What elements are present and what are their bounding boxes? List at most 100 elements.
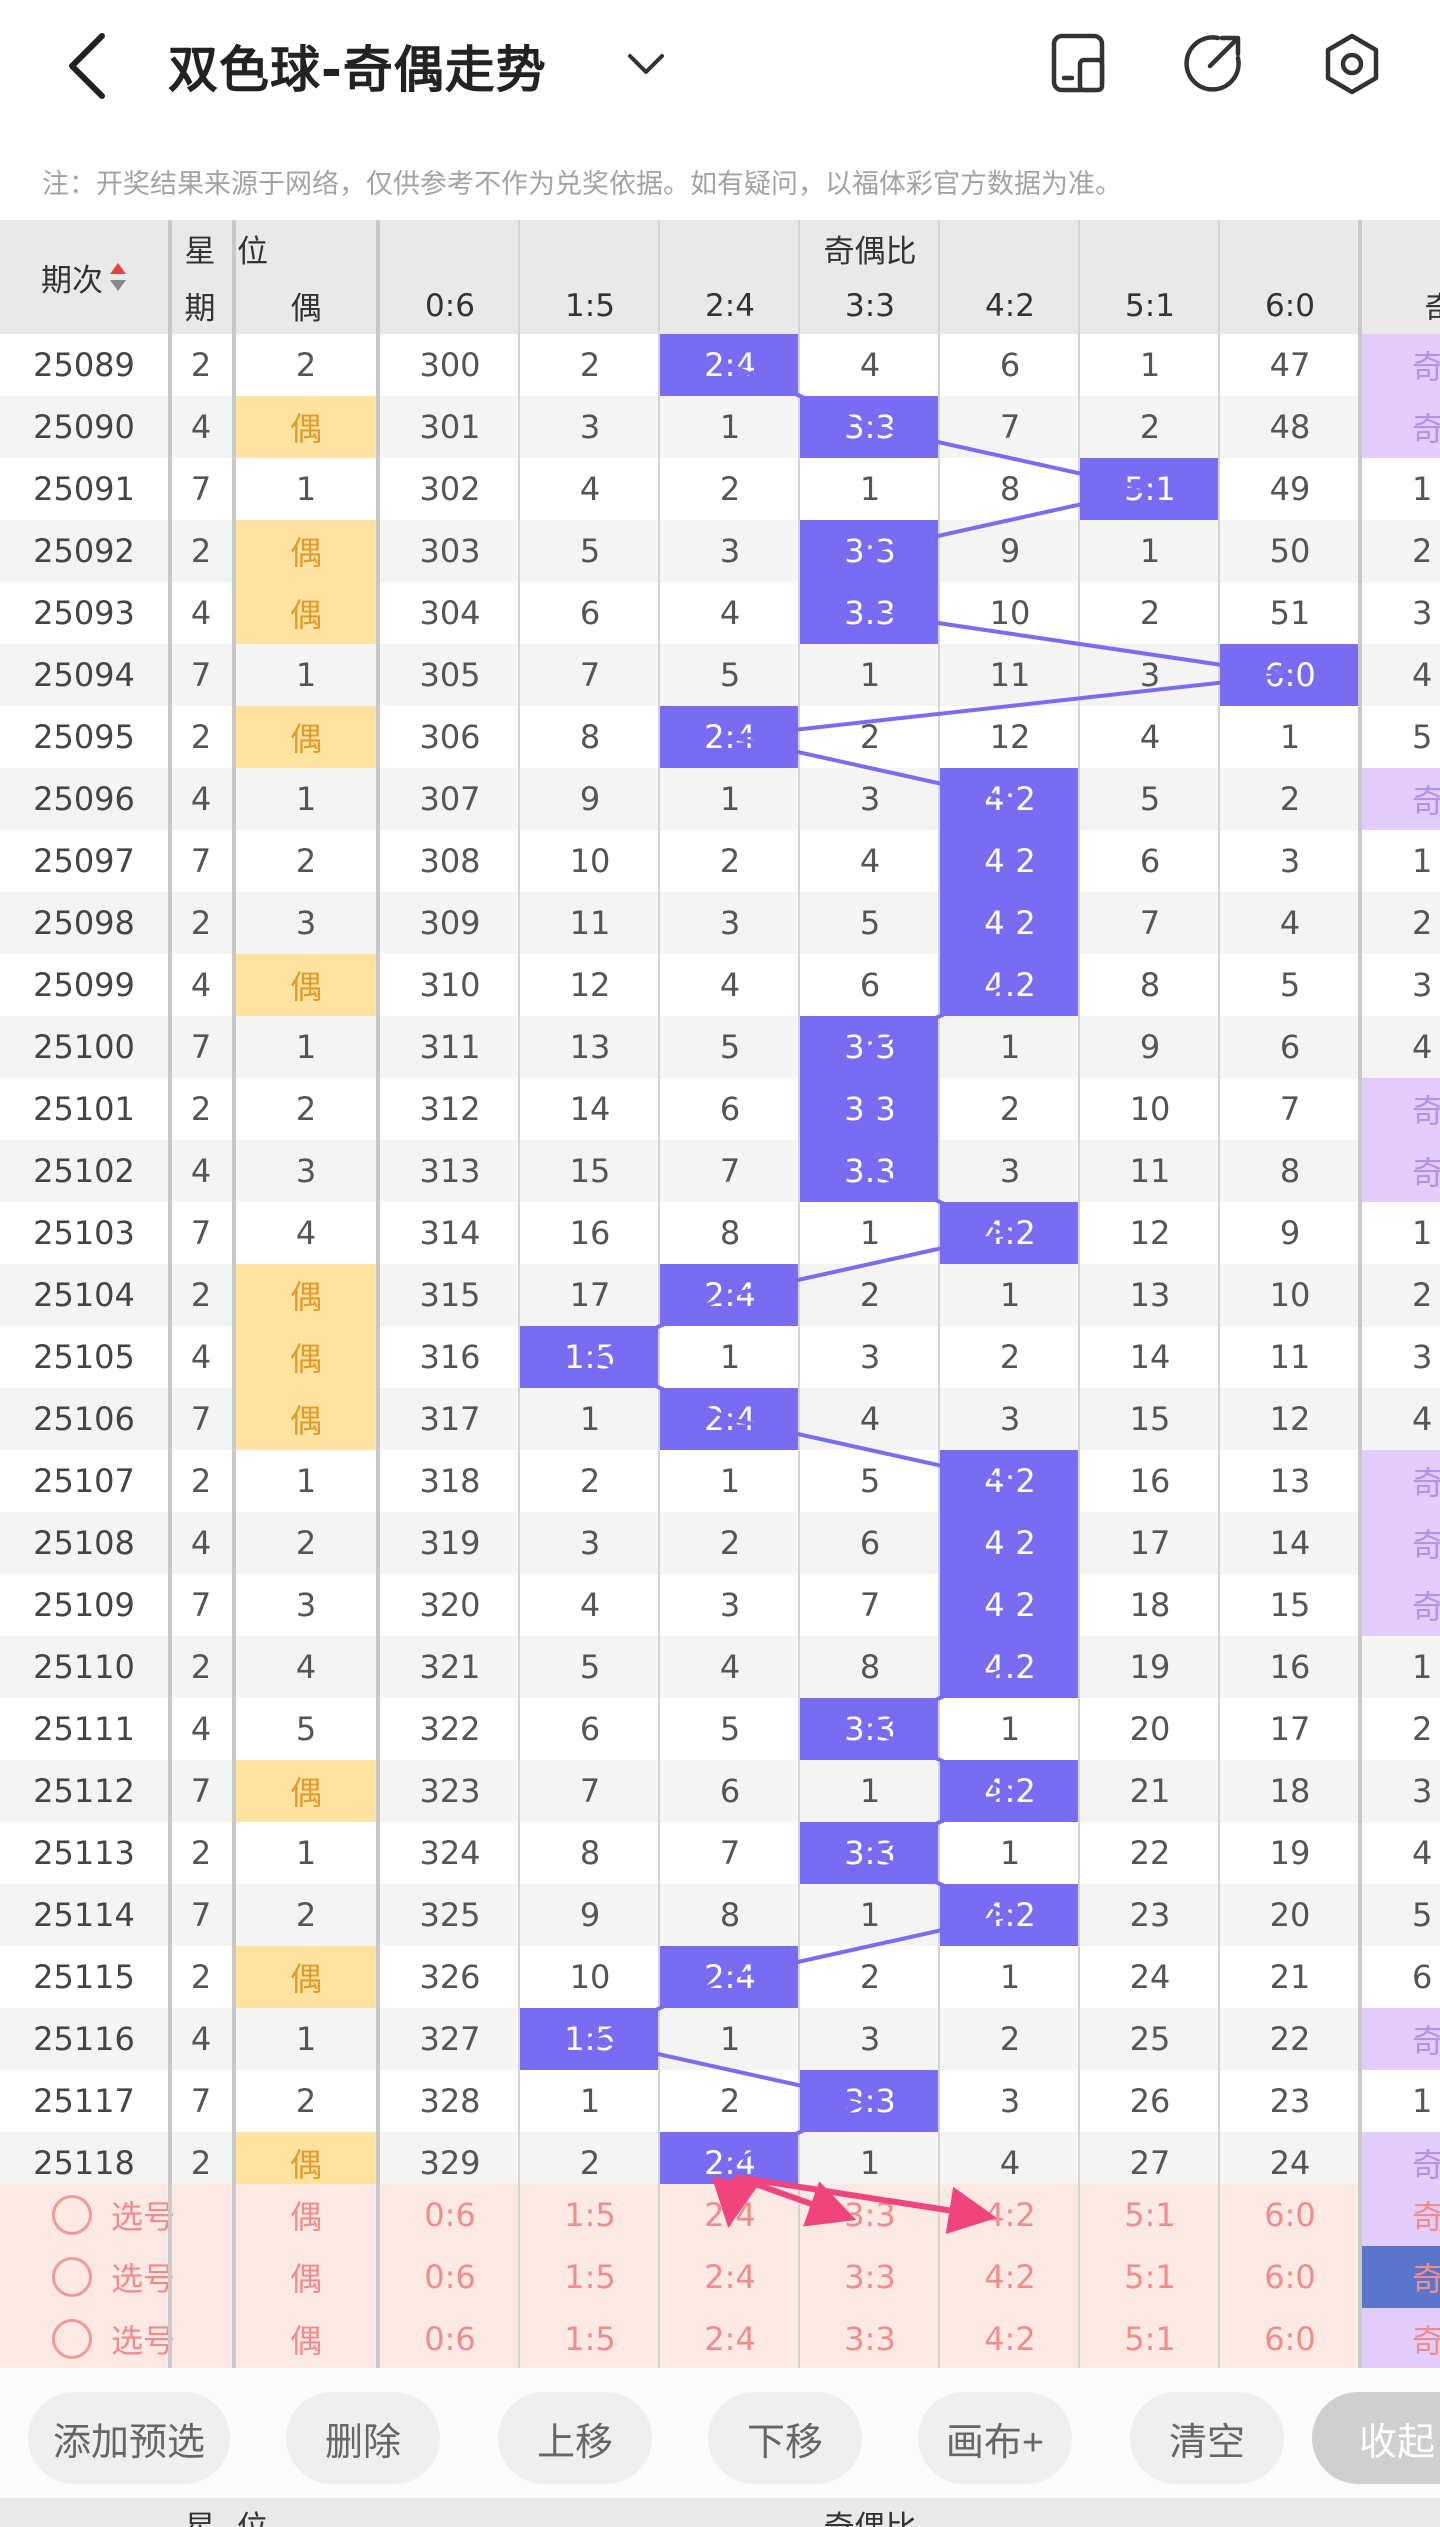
select-ratio[interactable]: 1:5 [564, 2196, 616, 2234]
ratio-cell: 3 [579, 408, 601, 446]
table-row[interactable] [0, 2070, 1440, 2132]
ratio-cell: 9 [1139, 1028, 1161, 1066]
ratio-cell: 5 [579, 1648, 601, 1686]
ratio-cell: 323 [419, 1772, 481, 1810]
move-up-button[interactable]: 上移 [498, 2392, 652, 2484]
ratio-cell: 3 [999, 1400, 1021, 1438]
table-row[interactable] [0, 830, 1440, 892]
select-ratio[interactable]: 6:0 [1264, 2320, 1316, 2358]
ratio-cell: 49 [1269, 470, 1311, 508]
select-ratio[interactable]: 6:0 [1264, 2196, 1316, 2234]
canvas-button[interactable]: 画布+ [918, 2392, 1072, 2484]
week-cell: 2 [190, 904, 212, 942]
week-header-bottom: 期 [184, 291, 216, 327]
select-extra[interactable]: 奇 [1362, 2308, 1440, 2370]
table-row[interactable] [0, 1450, 1440, 1512]
select-position[interactable]: 偶 [289, 2260, 322, 2298]
select-ratio[interactable]: 4:2 [984, 2258, 1036, 2296]
select-radio[interactable] [52, 2195, 92, 2235]
ratio-cell: 304 [419, 594, 481, 632]
add-preselect-button[interactable]: 添加预选 [28, 2392, 230, 2484]
sort-icon[interactable] [107, 259, 129, 295]
select-position[interactable]: 偶 [289, 2322, 322, 2360]
table-row[interactable] [0, 644, 1440, 706]
ratio-cell: 312 [419, 1090, 481, 1128]
ratio-cell: 16 [569, 1214, 611, 1252]
table-row[interactable] [0, 1822, 1440, 1884]
ratio-cell: 14 [1269, 1524, 1311, 1562]
ratio-cell: 317 [419, 1400, 481, 1438]
week-cell: 2 [190, 2144, 212, 2182]
ratio-cell: 48 [1269, 408, 1311, 446]
table-row[interactable] [0, 1884, 1440, 1946]
collapse-button[interactable]: 收起 [1312, 2392, 1440, 2484]
table-row[interactable] [0, 1698, 1440, 1760]
ratio-cell: 319 [419, 1524, 481, 1562]
position-header-top: 个位 [236, 234, 268, 270]
select-ratio[interactable]: 0:6 [424, 2196, 476, 2234]
table-row[interactable] [0, 1574, 1440, 1636]
period-header[interactable]: 期次 [30, 220, 140, 334]
table-row[interactable] [0, 1202, 1440, 1264]
settings-icon[interactable] [1318, 30, 1386, 98]
share-icon[interactable] [1178, 30, 1246, 98]
position-cell: 1 [295, 470, 317, 508]
select-extra[interactable]: 奇 [1362, 2184, 1440, 2246]
select-ratio[interactable]: 5:1 [1124, 2320, 1176, 2358]
select-ratio[interactable]: 5:1 [1124, 2258, 1176, 2296]
select-label[interactable]: 选号 [110, 2322, 175, 2360]
select-label[interactable]: 选号 [110, 2198, 175, 2236]
select-position[interactable]: 偶 [289, 2198, 322, 2236]
chevron-down-icon[interactable] [624, 42, 668, 86]
week-cell: 4 [190, 780, 212, 818]
trend-table[interactable]: 期次 星 期 个位 偶 奇偶比 0:61:52:43:34:25:16:0 奇 … [0, 220, 1440, 2370]
week-cell: 2 [190, 346, 212, 384]
table-row[interactable] [0, 1140, 1440, 1202]
table-row[interactable] [0, 1636, 1440, 1698]
move-down-button[interactable]: 下移 [708, 2392, 862, 2484]
extra-cell: 5 [1412, 1896, 1433, 1934]
ratio-cell: 2 [719, 1524, 741, 1562]
select-radio[interactable] [52, 2319, 92, 2359]
page-title[interactable]: 双色球-奇偶走势 [168, 41, 547, 99]
select-ratio[interactable]: 3:3 [844, 2320, 896, 2358]
select-ratio[interactable]: 5:1 [1124, 2196, 1176, 2234]
select-ratio[interactable]: 0:6 [424, 2320, 476, 2358]
ratio-cell: 9 [1279, 1214, 1301, 1252]
ratio-cell: 2 [859, 718, 881, 756]
select-ratio[interactable]: 3:3 [844, 2258, 896, 2296]
select-ratio[interactable]: 6:0 [1264, 2258, 1316, 2296]
select-label[interactable]: 选号 [110, 2260, 175, 2298]
table-row[interactable] [0, 768, 1440, 830]
delete-button[interactable]: 删除 [286, 2392, 440, 2484]
position-cell: 偶 [236, 1760, 376, 1822]
select-ratio[interactable]: 0:6 [424, 2258, 476, 2296]
ratio-cell: 51 [1269, 594, 1311, 632]
layout-icon[interactable] [1044, 30, 1112, 98]
ratio-cell: 2 [1139, 594, 1161, 632]
clear-button[interactable]: 清空 [1130, 2392, 1284, 2484]
select-extra[interactable]: 奇 [1362, 2246, 1440, 2308]
select-ratio[interactable]: 2:4 [704, 2258, 756, 2296]
prediction-arrow [735, 2174, 997, 2235]
table-row[interactable] [0, 2008, 1440, 2070]
select-ratio[interactable]: 2:4 [704, 2320, 756, 2358]
back-arrow-icon[interactable] [58, 28, 118, 104]
select-radio[interactable] [52, 2257, 92, 2297]
ratio-cell: 305 [419, 656, 481, 694]
table-row[interactable] [0, 1016, 1440, 1078]
column-divider [1358, 220, 1362, 2370]
table-row[interactable] [0, 892, 1440, 954]
ratio-cell: 307 [419, 780, 481, 818]
table-row[interactable] [0, 1512, 1440, 1574]
ratio-cell: 3 [719, 904, 741, 942]
select-ratio[interactable]: 1:5 [564, 2320, 616, 2358]
week-cell: 4 [190, 2020, 212, 2058]
bottom-week-header: 星 [170, 2504, 230, 2527]
select-ratio[interactable]: 4:2 [984, 2320, 1036, 2358]
ratio-cell: 13 [569, 1028, 611, 1066]
period-cell: 25090 [33, 408, 135, 446]
select-ratio[interactable]: 1:5 [564, 2258, 616, 2296]
extra-cell: 4 [1412, 1028, 1433, 1066]
table-row[interactable] [0, 1078, 1440, 1140]
